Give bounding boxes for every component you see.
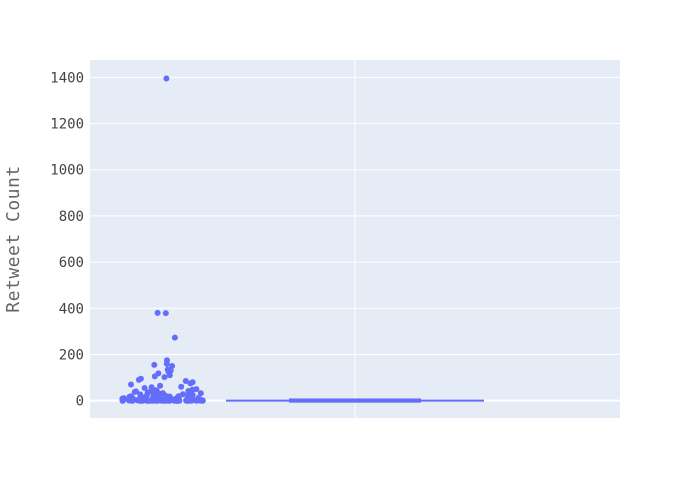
y-tick-label: 1200 [50,117,84,133]
data-point [128,397,135,404]
data-point [154,397,161,404]
data-point [163,360,170,367]
data-point [178,383,185,390]
y-tick-label: 600 [59,255,84,271]
data-point [171,334,178,341]
data-point [193,397,200,404]
data-point [185,397,192,404]
data-point [169,363,176,369]
data-point [154,309,161,316]
data-point [119,397,126,404]
data-point [161,397,167,404]
data-point [131,388,138,395]
data-point [141,385,148,391]
data-points [119,75,206,404]
data-point [149,389,156,396]
data-point [157,382,164,389]
box-plot [226,398,484,403]
data-point [151,361,158,368]
data-point [163,75,170,82]
data-point [175,397,182,404]
y-tick-label: 1400 [50,70,84,86]
data-point [145,397,152,404]
y-tick-label: 0 [76,394,84,410]
data-point [187,380,194,387]
y-axis-ticks: 0 200 400 600 800 1000 1200 1400 [50,70,84,409]
y-tick-label: 200 [59,347,84,363]
data-point [197,390,204,397]
data-point [166,372,173,379]
y-tick-label: 1000 [50,163,84,179]
y-tick-label: 400 [59,301,84,317]
y-axis-title: Retweet Count [3,165,24,312]
y-tick-label: 800 [59,209,84,225]
data-point [138,397,145,404]
data-point [135,376,142,383]
data-point [182,378,189,384]
data-point [162,310,169,317]
data-point [161,374,168,381]
data-point [197,397,204,404]
data-point [151,373,158,380]
data-point [128,381,134,388]
